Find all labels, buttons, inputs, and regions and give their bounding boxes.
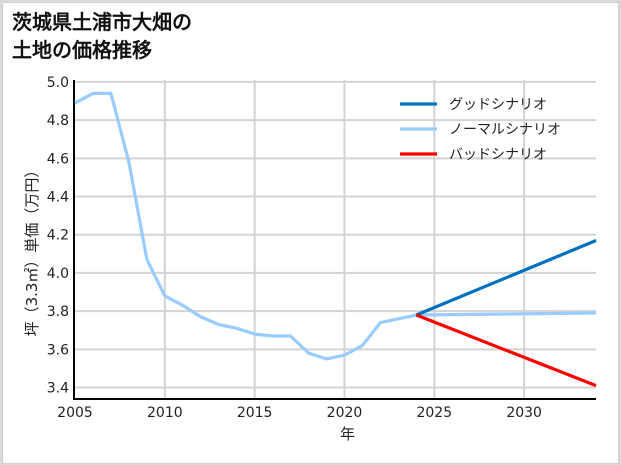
chart-title-line1: 茨城県土浦市大畑の xyxy=(12,10,192,34)
x-tick-label: 2010 xyxy=(147,405,183,421)
y-tick-label: 3.4 xyxy=(47,381,69,397)
legend-label: バッドシナリオ xyxy=(449,147,547,163)
legend-label: グッドシナリオ xyxy=(449,97,547,113)
x-tick-label: 2005 xyxy=(57,405,93,421)
y-tick-label: 4.6 xyxy=(47,151,69,167)
chart-title: 茨城県土浦市大畑の 土地の価格推移 xyxy=(12,8,192,64)
grid xyxy=(75,80,596,399)
legend-label: ノーマルシナリオ xyxy=(449,122,561,138)
y-tick-label: 3.6 xyxy=(47,342,69,358)
x-tick-label: 2015 xyxy=(237,405,273,421)
y-tick-label: 4.4 xyxy=(47,190,69,206)
series-line-1 xyxy=(74,91,597,361)
x-tick-label: 2025 xyxy=(416,405,452,421)
chart-title-line2: 土地の価格推移 xyxy=(12,38,152,62)
y-tick-label: 4.2 xyxy=(47,228,69,244)
y-tick-label: 3.8 xyxy=(47,304,69,320)
x-tick-label: 2030 xyxy=(506,405,542,421)
y-axis-label: 坪（3.3㎡）単価（万円） xyxy=(23,163,41,337)
series-line-0 xyxy=(415,239,597,317)
y-tick-label: 4.8 xyxy=(47,113,69,129)
x-tick-label: 2020 xyxy=(327,405,363,421)
series-line-2 xyxy=(415,313,597,388)
y-tick-label: 5.0 xyxy=(47,75,69,91)
y-tick-label: 4.0 xyxy=(47,266,69,282)
x-axis-label: 年 xyxy=(340,425,355,443)
